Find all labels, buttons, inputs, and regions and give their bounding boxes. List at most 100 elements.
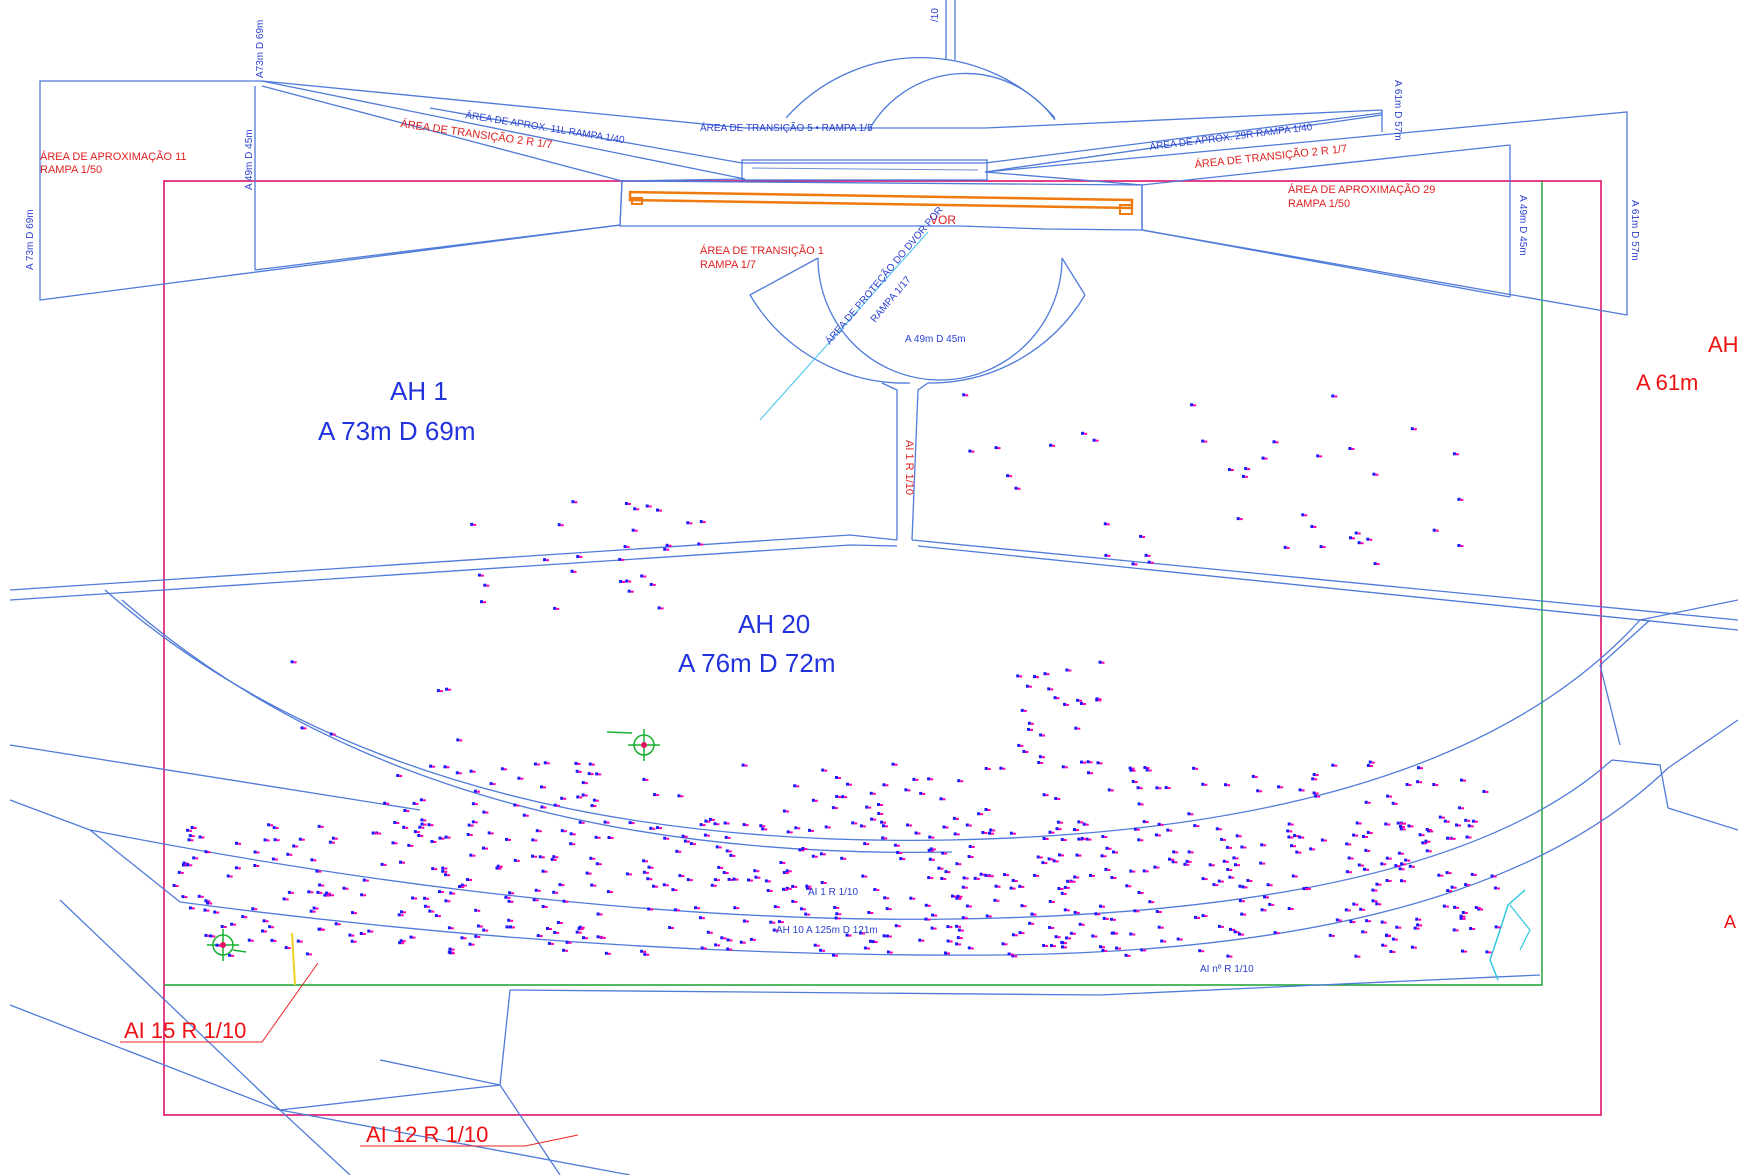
- obstacle-marker: [747, 878, 750, 882]
- obstacle-marker: [624, 502, 628, 505]
- obstacle-marker: [397, 913, 401, 917]
- obstacle-marker-tick: [742, 941, 746, 944]
- obstacle-marker-tick: [835, 954, 838, 957]
- obstacle-marker: [1049, 443, 1053, 447]
- obstacle-marker-tick: [947, 871, 951, 874]
- obstacle-marker: [1301, 513, 1305, 517]
- obstacle-marker: [1474, 906, 1478, 909]
- obstacle-marker: [1365, 919, 1369, 923]
- obstacle-marker: [914, 831, 918, 835]
- obstacle-marker: [407, 843, 411, 847]
- obstacle-marker: [831, 806, 835, 810]
- obstacle-marker-tick: [503, 768, 507, 771]
- obstacle-marker: [460, 936, 464, 940]
- obstacle-marker: [984, 808, 988, 811]
- obstacle-marker-tick: [1132, 769, 1136, 772]
- obstacle-marker-tick: [308, 953, 312, 956]
- obstacle-marker-tick: [256, 851, 260, 854]
- obstacle-marker: [1224, 783, 1227, 787]
- obstacle-marker-tick: [293, 661, 297, 664]
- obstacle-marker-tick: [450, 927, 454, 930]
- obstacle-marker-tick: [1017, 487, 1021, 490]
- obstacle-marker-tick: [788, 887, 792, 890]
- obstacle-marker-tick: [431, 910, 435, 913]
- obstacle-marker: [1190, 403, 1194, 407]
- obstacle-marker-tick: [789, 831, 793, 834]
- obstacle-marker: [782, 871, 786, 874]
- obstacle-marker: [522, 813, 526, 817]
- obstacle-marker-tick: [1041, 756, 1045, 759]
- obstacle-marker-tick: [1394, 938, 1398, 941]
- obstacle-marker: [1142, 869, 1146, 873]
- obstacle-marker-tick: [968, 824, 972, 827]
- obstacle-marker-tick: [1488, 951, 1492, 954]
- obstacle-marker: [272, 826, 276, 830]
- obstacle-marker-tick: [447, 836, 451, 839]
- obstacle-marker: [1348, 447, 1352, 450]
- obstacle-marker: [1058, 853, 1061, 857]
- obstacle-marker-tick: [838, 796, 842, 798]
- obstacle-marker-tick: [1088, 838, 1092, 841]
- obstacle-marker: [1077, 820, 1081, 824]
- obstacle-marker: [1371, 899, 1375, 903]
- obstacle-marker: [1030, 912, 1034, 916]
- obstacle-marker-tick: [1419, 924, 1423, 927]
- obstacle-marker: [1349, 536, 1352, 540]
- obstacle-marker: [576, 795, 580, 799]
- obstacle-marker: [595, 772, 599, 776]
- obstacle-marker: [360, 893, 364, 897]
- obstacle-marker-tick: [958, 925, 961, 928]
- obstacle-marker-tick: [386, 802, 390, 805]
- obstacle-marker: [779, 861, 783, 864]
- obstacle-marker: [835, 795, 839, 798]
- obstacle-marker-tick: [1142, 535, 1146, 538]
- obstacle-marker: [1011, 933, 1015, 937]
- obstacle-marker: [553, 931, 557, 934]
- obstacle-marker: [535, 829, 539, 833]
- obstacle-marker: [646, 877, 650, 881]
- obstacle-marker-tick: [1204, 915, 1208, 918]
- obstacle-marker-tick: [1347, 909, 1351, 912]
- obstacle-marker: [557, 523, 561, 527]
- ai1-r110-label: AI 1 R 1/10: [808, 887, 858, 898]
- obstacle-marker: [1352, 902, 1356, 906]
- obstacle-marker-tick: [1286, 546, 1290, 549]
- obstacle-marker: [553, 606, 557, 610]
- obstacle-marker: [507, 918, 511, 922]
- obstacle-marker-tick: [645, 860, 649, 863]
- obstacle-marker: [1076, 698, 1080, 702]
- obstacle-marker-tick: [477, 909, 481, 912]
- obstacle-marker-tick: [1002, 767, 1006, 770]
- obstacle-marker: [713, 822, 717, 826]
- obstacle-marker-tick: [1230, 469, 1234, 471]
- obstacle-marker: [1235, 834, 1239, 838]
- obstacle-marker-tick: [1464, 950, 1467, 953]
- obstacle-marker: [1316, 454, 1320, 458]
- obstacle-marker-tick: [1331, 934, 1335, 937]
- obstacle-marker-tick: [1066, 909, 1070, 912]
- obstacle-marker: [1081, 431, 1085, 435]
- obstacle-marker-tick: [718, 846, 722, 849]
- obstacle-marker-tick: [1134, 563, 1138, 566]
- obstacle-marker-tick: [1400, 852, 1404, 855]
- obstacle-marker: [1166, 828, 1170, 832]
- obstacle-marker: [1065, 668, 1069, 672]
- obstacle-marker-tick: [1063, 839, 1067, 841]
- right-edge-fragment: A: [1724, 912, 1736, 932]
- obstacle-marker-tick: [441, 891, 444, 894]
- obstacle-marker: [482, 846, 485, 850]
- obstacle-marker: [1056, 820, 1060, 824]
- obstacle-marker-tick: [328, 892, 332, 895]
- obstacle-marker-tick: [987, 874, 991, 877]
- obstacle-marker-tick: [1371, 761, 1375, 764]
- obstacle-marker: [413, 830, 417, 834]
- transition1-ramp: RAMPA 1/7: [700, 259, 756, 271]
- obstacle-marker-tick: [897, 925, 901, 928]
- obstacle-marker-tick: [1139, 787, 1143, 790]
- obstacle-marker-tick: [785, 810, 789, 813]
- obstacle-marker-tick: [1474, 820, 1478, 823]
- obstacle-marker: [471, 820, 475, 824]
- obstacle-marker: [1263, 895, 1266, 899]
- obstacle-marker: [1421, 841, 1425, 845]
- obstacle-marker-tick: [421, 826, 425, 829]
